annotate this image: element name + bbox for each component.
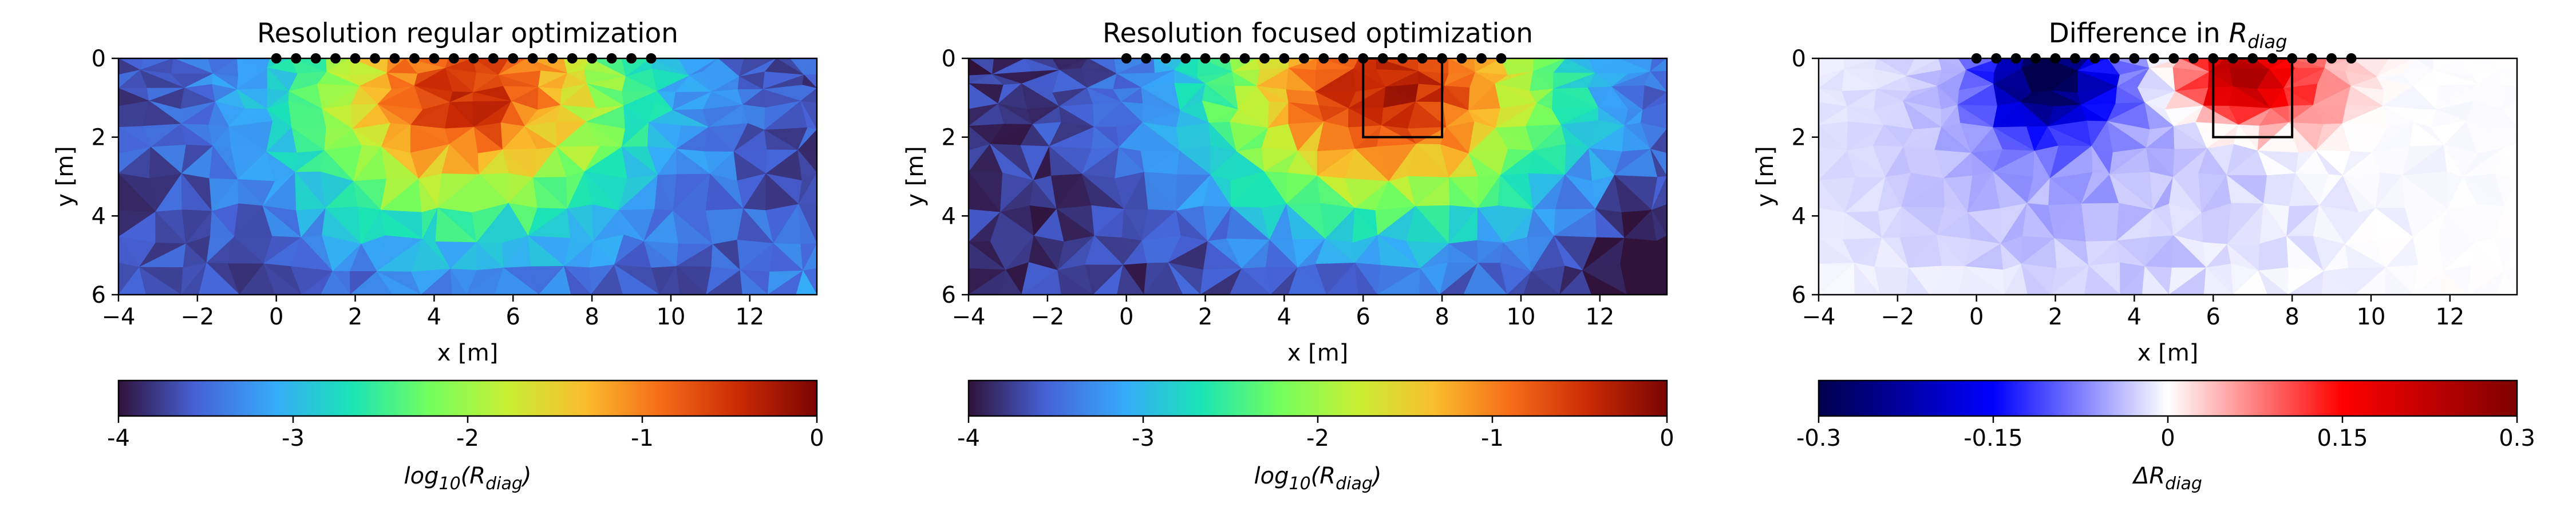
- y-tick-label: 6: [942, 282, 956, 308]
- x-tick-label: 10: [1507, 304, 1536, 330]
- x-tick-label: 6: [506, 304, 520, 330]
- colorbar-tick-label: -2: [456, 425, 479, 451]
- y-tick-label: 0: [92, 46, 106, 72]
- x-tick-label: 4: [427, 304, 441, 330]
- y-tick-label: 6: [1792, 282, 1806, 308]
- y-tick-label: 4: [92, 203, 106, 229]
- x-axis-label: x [m]: [2138, 340, 2199, 366]
- colorbar-tick-label: -1: [1481, 425, 1504, 451]
- x-tick-label: −2: [1880, 304, 1914, 330]
- x-tick-label: 8: [1435, 304, 1449, 330]
- x-tick-label: −2: [1030, 304, 1064, 330]
- y-tick-label: 2: [1792, 125, 1806, 151]
- x-tick-label: 12: [2435, 304, 2464, 330]
- y-axis-label: y [m]: [52, 146, 78, 207]
- axes-frame: [1818, 57, 2518, 296]
- x-tick-label: −4: [102, 304, 136, 330]
- colorbar-tick-label: 0: [809, 425, 824, 451]
- x-tick-label: 2: [2048, 304, 2063, 330]
- colorbar-gradient: [967, 379, 1668, 417]
- colorbar-tick-label: -2: [1306, 425, 1329, 451]
- colorbar-tick-label: -1: [631, 425, 654, 451]
- colorbar: -0.3 -0.15 0 0.15 0.3 ΔRdiag: [1796, 379, 2535, 494]
- x-tick-label: 10: [657, 304, 686, 330]
- colorbar-tick-label: -4: [957, 425, 980, 451]
- colorbar-tick-label: 0: [2160, 425, 2175, 451]
- chart-title: Resolution focused optimization: [1103, 18, 1533, 49]
- x-tick-label: 8: [2285, 304, 2299, 330]
- colorbar-tick-label: -0.3: [1796, 425, 1841, 451]
- colorbar: -4 -3 -2 -1 0 log10(Rdiag): [107, 379, 824, 494]
- x-tick-label: −2: [180, 304, 214, 330]
- y-tick-label: 0: [942, 46, 956, 72]
- chart-title: Resolution regular optimization: [257, 18, 678, 49]
- y-tick-label: 0: [1792, 46, 1806, 72]
- x-tick-label: 12: [1585, 304, 1614, 330]
- colorbar-tick-label: -3: [1132, 425, 1155, 451]
- y-axis-label: y [m]: [902, 146, 929, 207]
- y-tick-label: 4: [1792, 203, 1806, 229]
- x-axis-label: x [m]: [437, 340, 499, 366]
- x-tick-label: −4: [1802, 304, 1836, 330]
- colorbar-label: ΔRdiag: [2132, 463, 2202, 494]
- y-tick-label: 2: [942, 125, 956, 151]
- panel-regular-optimization: −4 −2 0 2 4 6 8 10 12 0 2 4 6 x [m] y [m] Resolution re…: [52, 18, 824, 494]
- x-tick-label: 2: [1198, 304, 1212, 330]
- colorbar: -4 -3 -2 -1 0 log10(Rdiag): [957, 379, 1674, 494]
- colorbar-tick-label: -3: [282, 425, 305, 451]
- colorbar-tick-label: 0.3: [2499, 425, 2535, 451]
- x-tick-label: 6: [1356, 304, 1370, 330]
- x-tick-label: 6: [2206, 304, 2221, 330]
- x-tick-label: −4: [952, 304, 986, 330]
- colorbar-tick-label: 0.15: [2317, 425, 2368, 451]
- x-tick-label: 0: [1969, 304, 1984, 330]
- chart-title: Difference in Rdiag: [2049, 18, 2287, 53]
- colorbar-gradient: [117, 379, 818, 417]
- x-tick-label: 0: [1119, 304, 1133, 330]
- axes-frame: [117, 57, 818, 296]
- x-tick-label: 2: [348, 304, 362, 330]
- y-tick-label: 6: [92, 282, 106, 308]
- mesh: [967, 58, 1668, 296]
- x-tick-label: 0: [269, 304, 283, 330]
- x-axis-label: x [m]: [1287, 340, 1349, 366]
- x-tick-label: 4: [2127, 304, 2142, 330]
- y-axis-label: y [m]: [1752, 146, 1779, 207]
- mesh: [117, 57, 818, 296]
- x-tick-label: 10: [2357, 304, 2386, 330]
- x-tick-label: 12: [735, 304, 764, 330]
- colorbar-tick-label: 0: [1660, 425, 1674, 451]
- colorbar-tick-label: -4: [107, 425, 130, 451]
- y-tick-label: 4: [942, 203, 956, 229]
- colorbar-gradient: [1818, 379, 2518, 417]
- colorbar-label: log10(Rdiag): [404, 463, 532, 494]
- colorbar-tick-label: -0.15: [1963, 425, 2023, 451]
- axes-frame: [967, 57, 1668, 296]
- x-tick-label: 8: [584, 304, 599, 330]
- panel-difference: −4 −2 0 2 4 6 8 10 12 0 2 4 6 x [m] y [m] Difference in…: [1752, 18, 2535, 494]
- y-tick-label: 2: [92, 125, 106, 151]
- mesh: [1818, 57, 2518, 296]
- x-tick-label: 4: [1277, 304, 1291, 330]
- panel-focused-optimization: −4 −2 0 2 4 6 8 10 12 0 2 4 6 x [m] y [m] Resolution fo…: [902, 18, 1674, 494]
- colorbar-label: log10(Rdiag): [1254, 463, 1382, 494]
